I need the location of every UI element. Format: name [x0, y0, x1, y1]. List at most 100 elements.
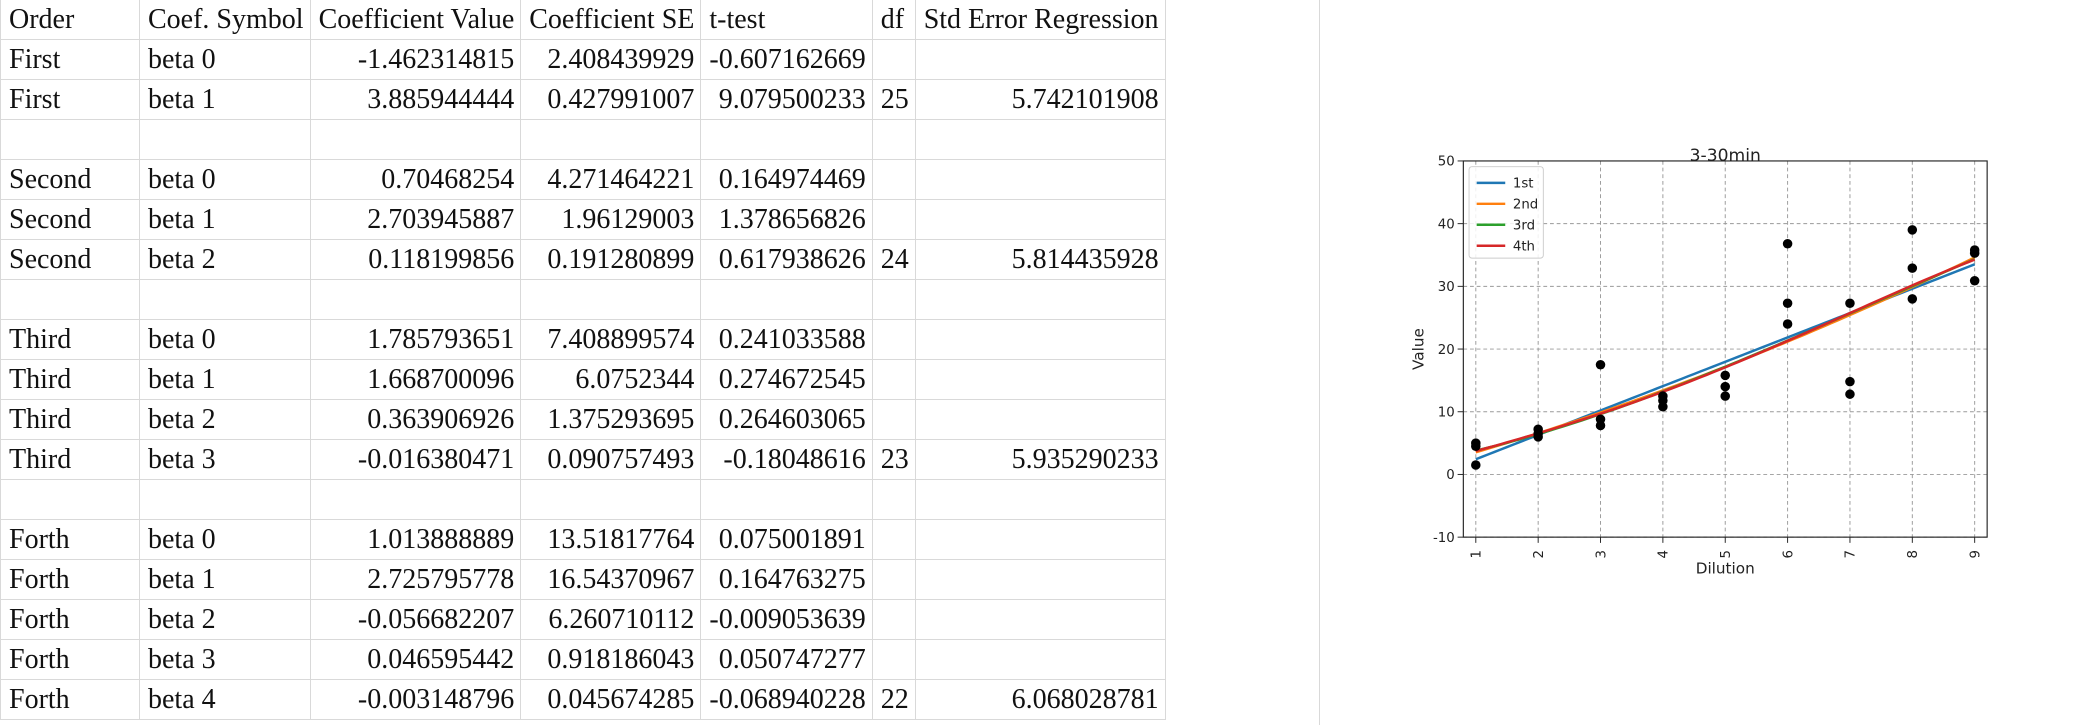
table-cell-coefficient-se[interactable]: 0.045674285	[520, 679, 702, 720]
table-cell-t-test[interactable]	[700, 479, 873, 520]
header-cell-df[interactable]: df	[872, 0, 916, 40]
table-cell-std-error-regression[interactable]: 6.068028781	[915, 679, 1166, 720]
table-cell-std-error-regression[interactable]	[915, 599, 1166, 640]
table-cell-coefficient-se[interactable]: 6.0752344	[520, 359, 702, 400]
header-cell-coefficient-se[interactable]: Coefficient SE	[520, 0, 702, 40]
table-cell-coef-symbol[interactable]: beta 0	[139, 159, 311, 200]
table-cell-coefficient-se[interactable]: 0.090757493	[520, 439, 702, 480]
table-cell-coef-symbol[interactable]: beta 3	[139, 439, 311, 480]
table-cell-order[interactable]: Forth	[0, 559, 140, 600]
table-cell-coefficient-se[interactable]: 1.375293695	[520, 399, 702, 440]
table-cell-coefficient-value[interactable]: 1.013888889	[310, 519, 522, 560]
table-cell-std-error-regression[interactable]: 5.742101908	[915, 79, 1166, 120]
table-cell-t-test[interactable]: 1.378656826	[700, 199, 873, 240]
table-cell-coefficient-se[interactable]	[520, 479, 702, 520]
table-cell-coef-symbol[interactable]: beta 1	[139, 359, 311, 400]
table-cell-t-test[interactable]	[700, 279, 873, 320]
table-cell-coefficient-se[interactable]	[520, 119, 702, 160]
table-cell-coefficient-se[interactable]: 0.918186043	[520, 639, 702, 680]
table-cell-order[interactable]	[0, 479, 140, 520]
table-cell-df[interactable]	[872, 399, 916, 440]
table-cell-coefficient-value[interactable]: -0.016380471	[310, 439, 522, 480]
table-cell-coefficient-value[interactable]: 0.046595442	[310, 639, 522, 680]
table-cell-t-test[interactable]: 0.617938626	[700, 239, 873, 280]
table-cell-std-error-regression[interactable]	[915, 279, 1166, 320]
table-cell-order[interactable]: Third	[0, 399, 140, 440]
table-cell-df[interactable]	[872, 519, 916, 560]
table-cell-std-error-regression[interactable]	[915, 479, 1166, 520]
table-cell-std-error-regression[interactable]	[915, 399, 1166, 440]
table-cell-t-test[interactable]: 0.164763275	[700, 559, 873, 600]
table-cell-order[interactable]: Second	[0, 159, 140, 200]
table-cell-order[interactable]: Third	[0, 359, 140, 400]
table-cell-t-test[interactable]: 0.264603065	[700, 399, 873, 440]
table-cell-coefficient-value[interactable]	[310, 119, 522, 160]
table-cell-df[interactable]: 22	[872, 679, 916, 720]
table-cell-coefficient-se[interactable]: 7.408899574	[520, 319, 702, 360]
table-cell-t-test[interactable]: 9.079500233	[700, 79, 873, 120]
table-cell-coefficient-value[interactable]: 2.703945887	[310, 199, 522, 240]
table-cell-df[interactable]	[872, 599, 916, 640]
table-cell-t-test[interactable]: -0.009053639	[700, 599, 873, 640]
table-cell-std-error-regression[interactable]	[915, 519, 1166, 560]
table-cell-df[interactable]	[872, 559, 916, 600]
table-cell-coefficient-se[interactable]: 2.408439929	[520, 39, 702, 80]
table-cell-df[interactable]	[872, 359, 916, 400]
table-cell-t-test[interactable]: 0.164974469	[700, 159, 873, 200]
table-cell-coefficient-se[interactable]: 1.96129003	[520, 199, 702, 240]
table-cell-coefficient-value[interactable]: -0.003148796	[310, 679, 522, 720]
table-cell-t-test[interactable]: -0.068940228	[700, 679, 873, 720]
table-cell-std-error-regression[interactable]	[915, 199, 1166, 240]
table-cell-std-error-regression[interactable]	[915, 319, 1166, 360]
table-cell-coef-symbol[interactable]	[139, 119, 311, 160]
table-cell-order[interactable]: Forth	[0, 599, 140, 640]
table-cell-coef-symbol[interactable]: beta 1	[139, 199, 311, 240]
table-cell-coef-symbol[interactable]: beta 1	[139, 559, 311, 600]
table-cell-t-test[interactable]: -0.607162669	[700, 39, 873, 80]
table-cell-order[interactable]: Forth	[0, 679, 140, 720]
table-cell-std-error-regression[interactable]	[915, 359, 1166, 400]
table-cell-order[interactable]: Second	[0, 199, 140, 240]
table-cell-coef-symbol[interactable]	[139, 479, 311, 520]
header-cell-std-error-regression[interactable]: Std Error Regression	[915, 0, 1166, 40]
table-cell-coefficient-value[interactable]	[310, 479, 522, 520]
table-cell-coef-symbol[interactable]: beta 2	[139, 399, 311, 440]
table-cell-t-test[interactable]: 0.274672545	[700, 359, 873, 400]
table-cell-std-error-regression[interactable]	[915, 559, 1166, 600]
table-cell-coef-symbol[interactable]: beta 0	[139, 519, 311, 560]
table-cell-t-test[interactable]	[700, 119, 873, 160]
table-cell-coefficient-se[interactable]	[520, 279, 702, 320]
table-cell-df[interactable]	[872, 319, 916, 360]
header-cell-coefficient-value[interactable]: Coefficient Value	[310, 0, 522, 40]
table-cell-coef-symbol[interactable]: beta 2	[139, 239, 311, 280]
table-cell-coefficient-se[interactable]: 13.51817764	[520, 519, 702, 560]
table-cell-df[interactable]	[872, 199, 916, 240]
table-cell-df[interactable]	[872, 279, 916, 320]
table-cell-coef-symbol[interactable]: beta 4	[139, 679, 311, 720]
table-cell-t-test[interactable]: -0.18048616	[700, 439, 873, 480]
table-cell-df[interactable]: 23	[872, 439, 916, 480]
table-cell-df[interactable]: 25	[872, 79, 916, 120]
table-cell-coef-symbol[interactable]	[139, 279, 311, 320]
table-cell-coefficient-value[interactable]: 1.668700096	[310, 359, 522, 400]
header-cell-order[interactable]: Order	[0, 0, 140, 40]
table-cell-order[interactable]: Third	[0, 439, 140, 480]
table-cell-t-test[interactable]: 0.075001891	[700, 519, 873, 560]
table-cell-t-test[interactable]: 0.050747277	[700, 639, 873, 680]
table-cell-coef-symbol[interactable]: beta 2	[139, 599, 311, 640]
table-cell-order[interactable]: First	[0, 39, 140, 80]
table-cell-coefficient-value[interactable]: -0.056682207	[310, 599, 522, 640]
table-cell-std-error-regression[interactable]	[915, 39, 1166, 80]
table-cell-std-error-regression[interactable]	[915, 119, 1166, 160]
table-cell-std-error-regression[interactable]	[915, 159, 1166, 200]
table-cell-order[interactable]	[0, 119, 140, 160]
table-cell-df[interactable]: 24	[872, 239, 916, 280]
table-cell-order[interactable]: First	[0, 79, 140, 120]
table-cell-coef-symbol[interactable]: beta 3	[139, 639, 311, 680]
table-cell-coefficient-value[interactable]: 0.118199856	[310, 239, 522, 280]
table-cell-std-error-regression[interactable]: 5.814435928	[915, 239, 1166, 280]
table-cell-coefficient-se[interactable]: 4.271464221	[520, 159, 702, 200]
table-cell-order[interactable]: Second	[0, 239, 140, 280]
table-cell-order[interactable]: Forth	[0, 639, 140, 680]
table-cell-df[interactable]	[872, 39, 916, 80]
